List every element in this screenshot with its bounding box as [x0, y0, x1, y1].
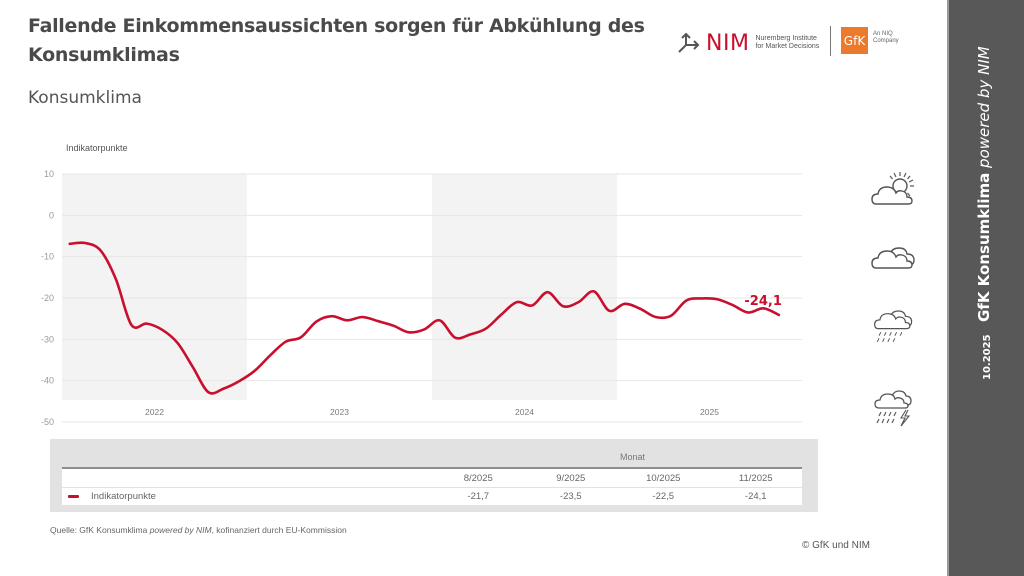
table-header-rule	[62, 467, 802, 469]
y-tick-label: -40	[41, 376, 54, 386]
table-col-header: 10/2025	[646, 472, 681, 484]
series-line-indikatorpunkte	[68, 241, 781, 395]
table-cell: -21,7	[467, 491, 490, 502]
sidebar-brand: GfK Konsumklima	[975, 172, 993, 322]
table-header-row: 8/2025 9/2025 10/2025 11/2025	[62, 469, 802, 487]
x-year-label: 2022	[145, 407, 164, 417]
x-year-label: 2025	[700, 407, 719, 417]
page-title: Fallende Einkommensaussichten sorgen für…	[28, 15, 645, 66]
y-tick-label: -20	[41, 293, 54, 303]
source-prefix: Quelle: GfK Konsumklima	[50, 525, 150, 535]
table-col-header: 11/2025	[738, 472, 773, 484]
nim-tagline-line2: for Market Decisions	[755, 43, 820, 50]
gfk-tagline: An NIQ Company	[873, 31, 899, 45]
arrow-split-icon	[678, 32, 700, 53]
y-tick-label: -50	[41, 417, 54, 427]
sidebar-panel	[947, 0, 1024, 576]
line-chart: Indikatorpunkte 10 0 -10 -20 -30 -40 -50 2022 202…	[41, 143, 802, 427]
table-cell: -23,5	[559, 491, 582, 502]
nim-tagline-line1: Nuremberg Institute	[755, 35, 817, 42]
y-axis-title: Indikatorpunkte	[66, 143, 128, 153]
legend-line-swatch	[68, 495, 79, 498]
sidebar-title: GfK Konsumklima powered by NIM	[975, 46, 993, 322]
sidebar-date: 10.2025	[982, 334, 993, 380]
gfk-tagline-line1: An NIQ	[873, 31, 893, 37]
nim-logo: NIM Nuremberg Institute for Market Decis…	[676, 26, 819, 60]
nim-tagline: Nuremberg Institute for Market Decisions	[755, 35, 819, 51]
table-col-header: 8/2025	[463, 472, 493, 484]
x-year-label: 2023	[330, 407, 349, 417]
table-row: Indikatorpunkte -21,7 -23,5 -22,5 -24,1	[62, 487, 802, 505]
x-year-label: 2024	[515, 407, 534, 417]
source-note: Quelle: GfK Konsumklima powered by NIM, …	[50, 525, 347, 535]
table-group-header: Monat	[620, 452, 646, 462]
year-band	[432, 174, 617, 400]
data-table: Monat 8/2025 9/2025 10/2025 11/2025 Indi…	[50, 439, 818, 512]
table-col-header: 9/2025	[556, 472, 586, 484]
rain-cloud-icon	[874, 310, 913, 343]
copyright-note: © GfK und NIM	[802, 540, 870, 551]
source-suffix: , kofinanziert durch EU-Kommission	[211, 525, 347, 535]
table-cell: -24,1	[744, 491, 767, 502]
y-tick-label: 0	[49, 210, 54, 220]
thunderstorm-cloud-icon	[874, 390, 912, 427]
y-tick-label: -30	[41, 334, 54, 344]
cloud-icon	[871, 247, 915, 269]
table-row-label: Indikatorpunkte	[62, 491, 432, 502]
logo-divider	[830, 26, 831, 56]
source-italic: powered by NIM	[149, 525, 212, 535]
end-value-label: -24,1	[744, 294, 781, 309]
year-band	[62, 174, 247, 400]
sun-behind-cloud-icon	[871, 172, 914, 205]
nim-wordmark: NIM	[706, 30, 750, 56]
gfk-logo: GfK	[841, 27, 868, 54]
chart-subtitle: Konsumklima	[28, 88, 142, 108]
y-tick-label: -10	[41, 252, 54, 262]
y-tick-label: 10	[44, 169, 54, 179]
gfk-tagline-line2: Company	[873, 38, 899, 44]
legend-label: Indikatorpunkte	[91, 491, 156, 502]
table-cell: -22,5	[652, 491, 675, 502]
sidebar-powered: powered by NIM	[975, 46, 993, 168]
